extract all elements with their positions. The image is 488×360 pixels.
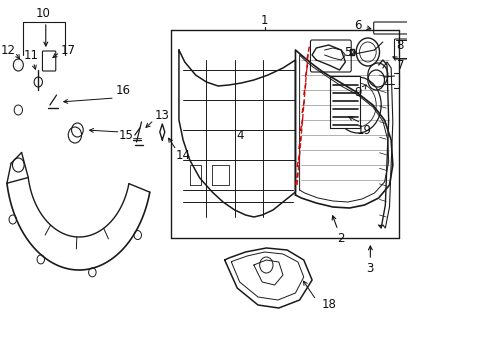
Text: 2: 2 <box>486 235 488 248</box>
Text: 6: 6 <box>353 18 361 32</box>
Text: 2: 2 <box>336 231 344 244</box>
Text: 9: 9 <box>353 86 361 99</box>
Text: 15: 15 <box>119 129 134 141</box>
Text: 1: 1 <box>261 14 268 27</box>
Text: 3: 3 <box>366 261 373 275</box>
FancyBboxPatch shape <box>373 22 409 34</box>
Text: 11: 11 <box>24 49 39 62</box>
Text: 19: 19 <box>355 123 370 136</box>
Text: 18: 18 <box>321 298 335 311</box>
Text: 17: 17 <box>61 44 76 57</box>
Text: 4: 4 <box>235 129 243 141</box>
FancyBboxPatch shape <box>394 39 408 59</box>
FancyBboxPatch shape <box>42 51 56 71</box>
Text: 10: 10 <box>36 6 51 19</box>
Text: 16: 16 <box>116 84 130 96</box>
Circle shape <box>16 62 21 68</box>
Text: 8: 8 <box>396 39 403 51</box>
FancyBboxPatch shape <box>310 40 350 72</box>
Text: 13: 13 <box>155 108 169 122</box>
Bar <box>330 76 360 128</box>
Text: 14: 14 <box>175 149 190 162</box>
Text: 7: 7 <box>396 59 403 72</box>
Text: 12: 12 <box>1 44 16 57</box>
Text: 5: 5 <box>344 45 351 59</box>
